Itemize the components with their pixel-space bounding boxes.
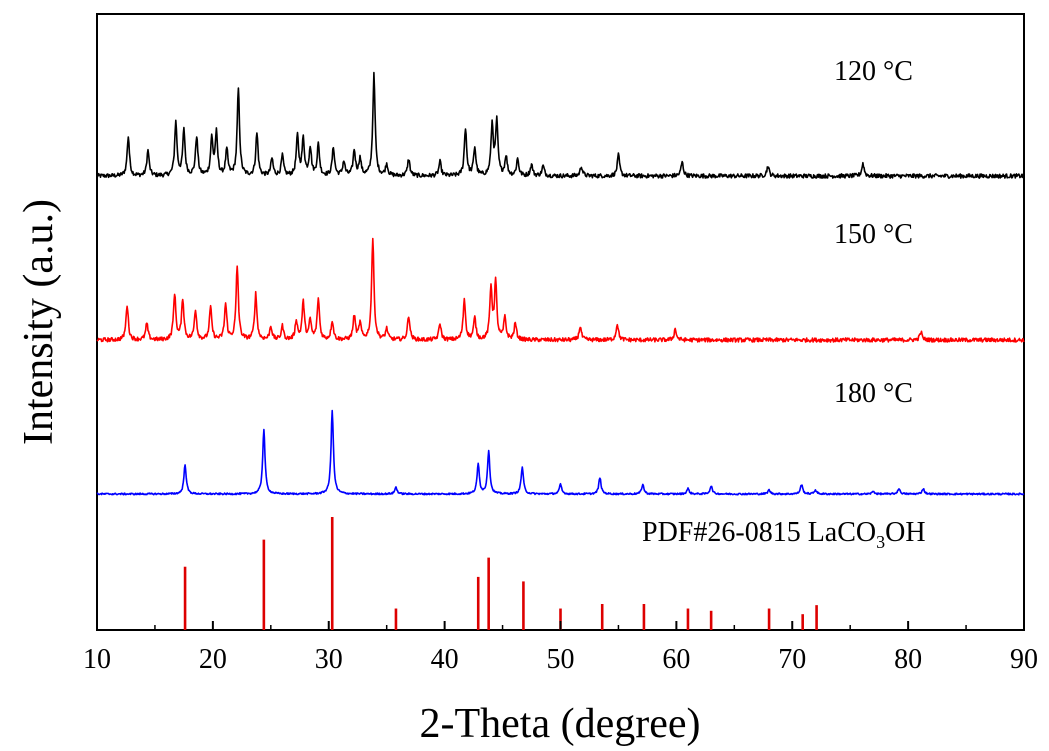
series-label-150: 150 °C (834, 219, 913, 250)
reference-sticks (183, 517, 818, 630)
pattern-line-2 (96, 237, 1025, 343)
series-label-180: 180 °C (834, 378, 913, 409)
reference-label-main: PDF#26-0815 LaCO (642, 517, 876, 548)
x-tick-label: 30 (315, 644, 343, 675)
x-tick-label: 80 (894, 644, 922, 675)
x-axis: 10 20 30 40 50 60 70 80 90 (83, 621, 1038, 675)
pattern-line-1 (96, 71, 1025, 179)
reference-label-sub: 3 (876, 532, 885, 552)
x-tick-label: 10 (83, 644, 111, 675)
x-tick-label: 90 (1010, 644, 1038, 675)
x-axis-title: 2-Theta (degree) (420, 701, 701, 747)
x-tick-label: 20 (199, 644, 227, 675)
x-tick-label: 40 (431, 644, 459, 675)
series-label-120: 120 °C (834, 56, 913, 87)
reference-label: PDF#26-0815 LaCO3OH (642, 517, 926, 552)
x-tick-label: 60 (662, 644, 690, 675)
reference-label-end: OH (885, 517, 925, 548)
x-tick-label: 50 (547, 644, 575, 675)
pattern-line-3 (96, 409, 1025, 496)
y-axis-title: Intensity (a.u.) (16, 199, 62, 445)
x-tick-label: 70 (778, 644, 806, 675)
series-layer (96, 71, 1025, 630)
